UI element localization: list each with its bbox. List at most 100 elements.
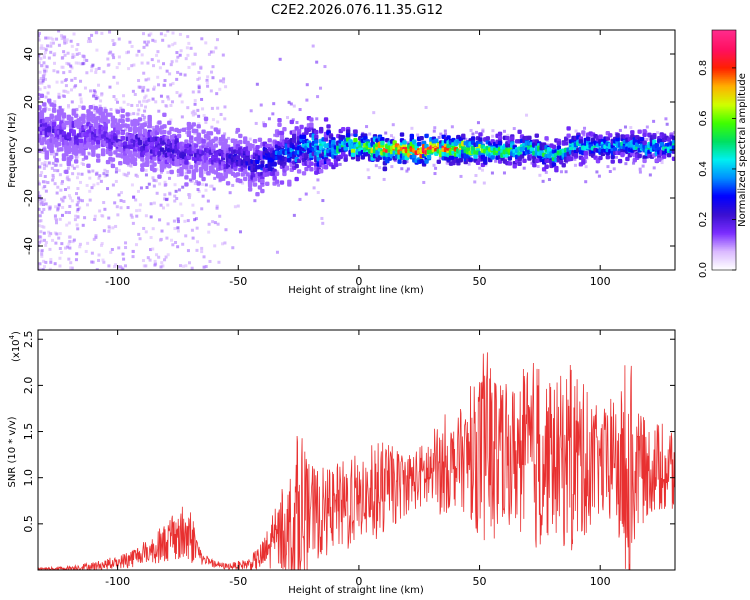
spectrogram-cell [217, 260, 221, 264]
x-tick-label: 0 [355, 275, 362, 288]
spectrogram-cell [135, 214, 139, 218]
spectrogram-cell [426, 154, 432, 160]
spectrogram-cell [43, 163, 47, 167]
spectrogram-cell [61, 131, 67, 136]
spectrogram-cell [144, 173, 148, 177]
spectrogram-cell [38, 70, 42, 74]
spectrogram-cell [38, 80, 41, 84]
spectrogram-cell [132, 195, 136, 199]
spectrogram-cell [38, 235, 42, 239]
spectrogram-cell [623, 125, 627, 129]
spectrogram-cell [55, 163, 59, 167]
spectrogram-cell [162, 62, 166, 66]
spectrogram-cell [439, 132, 443, 136]
spectrogram-cell [166, 253, 170, 257]
spectrogram-cell [90, 186, 94, 190]
spectrogram-cell [122, 100, 126, 104]
spectrogram-cell [119, 199, 123, 203]
spectrogram-cell [51, 175, 55, 179]
spectrogram-cell [152, 184, 156, 188]
spectrogram-cell [174, 189, 178, 193]
spectrogram-cell [78, 93, 82, 97]
spectrogram-cell [108, 150, 113, 156]
spectrogram-cell [424, 105, 428, 109]
spectrogram-cell [243, 176, 248, 182]
colorbar-swatch [712, 194, 736, 197]
colorbar-swatch [712, 234, 736, 237]
spectrogram-cell [151, 176, 155, 180]
spectrogram-cell [163, 258, 167, 262]
spectrogram-cell [382, 166, 388, 171]
spectrogram-cell [53, 182, 57, 186]
snr-scale-factor: (x104) [8, 331, 22, 362]
spectrogram-cell [60, 80, 64, 84]
spectrogram-cell [39, 197, 43, 201]
spectrogram-cell [92, 92, 96, 96]
spectrogram-cell [49, 41, 53, 45]
spectrogram-cell [133, 92, 137, 96]
spectrogram-cell [316, 191, 320, 195]
spectrogram-cell [60, 182, 64, 186]
spectrogram-cell [544, 136, 549, 141]
spectrogram-cell [221, 80, 225, 84]
spectrogram-cell [205, 78, 209, 82]
spectrogram-cell [224, 85, 228, 89]
spectrogram-cell [289, 102, 293, 106]
spectrogram-cell [88, 104, 94, 110]
spectrogram-cell [106, 187, 110, 191]
spectrogram-cell [194, 143, 199, 148]
colorbar-swatch [712, 58, 736, 61]
colorbar-tick-label: 0.0 [698, 262, 709, 278]
spectrogram-cell [64, 84, 68, 88]
spectrogram-cell [314, 134, 319, 139]
colorbar-swatch [712, 228, 736, 231]
spectrogram-cell [295, 120, 299, 124]
spectrogram-cell [69, 155, 74, 160]
colorbar-swatch [712, 232, 736, 235]
spectrogram-cell [70, 66, 74, 70]
spectrogram-cell [583, 154, 588, 160]
snr-y-axis: 0.51.01.52.02.5 [22, 330, 675, 533]
spectrogram-cell [187, 161, 191, 165]
spectrogram-cell [350, 152, 356, 157]
spectrogram-cell [38, 87, 42, 91]
spectrogram-cell [118, 161, 123, 166]
spectrogram-cell [65, 40, 69, 44]
spectrogram-cell [200, 37, 204, 41]
spectrogram-cell [69, 39, 73, 43]
colorbar-swatch [712, 104, 736, 107]
spectrogram-cell [200, 97, 204, 101]
colorbar-swatch [712, 30, 736, 33]
spectrogram-cell [255, 159, 260, 165]
colorbar-swatch [712, 244, 736, 247]
spectrogram-cell [137, 117, 143, 122]
spectrogram-cell [102, 260, 106, 264]
spectrogram-cell [422, 180, 426, 184]
spectrogram-cell [433, 126, 437, 130]
colorbar-swatch [712, 258, 736, 261]
spectrogram-cell [380, 137, 385, 142]
spectrogram-cell [38, 38, 41, 42]
spectrogram-cell [43, 86, 47, 90]
spectrogram-cell [144, 214, 148, 218]
colorbar-swatch [712, 72, 736, 75]
colorbar-swatch [712, 176, 736, 179]
spectrogram-cell [97, 66, 101, 70]
spectrogram-cell [65, 124, 69, 128]
spectrogram-cell [490, 155, 495, 160]
spectrogram-cell [137, 79, 141, 83]
spectrogram-cell [195, 248, 199, 252]
spectrogram-cell [167, 163, 172, 169]
spectrogram-cell [85, 58, 89, 62]
spectrogram-cell [206, 135, 211, 141]
spectrogram-cell [78, 245, 82, 249]
spectrogram-cell [207, 52, 211, 56]
spectrogram-cell [642, 129, 647, 134]
spectrogram-cell [132, 122, 138, 127]
colorbar-swatch [712, 178, 736, 181]
spectrogram-cell [154, 179, 158, 183]
spectrogram-cell [443, 129, 447, 133]
spectrogram-cell [502, 171, 506, 175]
spectrogram-cell [194, 168, 199, 173]
spectrogram-cell [59, 108, 64, 113]
